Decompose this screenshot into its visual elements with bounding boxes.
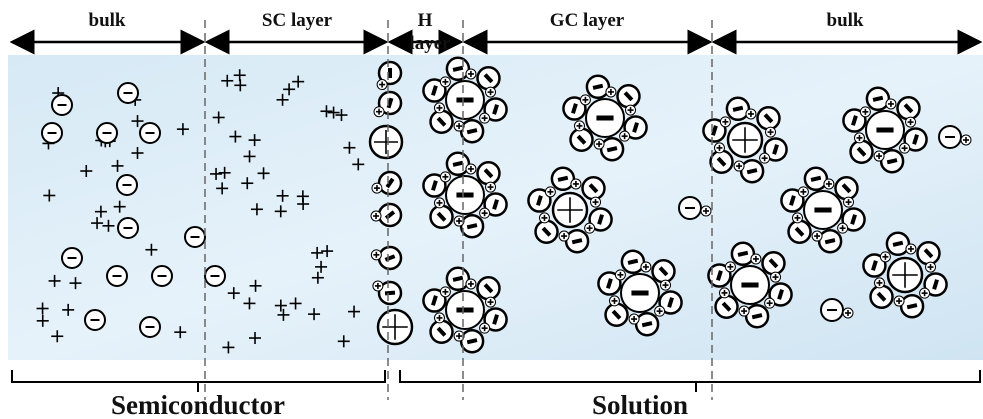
dipole <box>608 279 611 289</box>
phase-label: Semiconductor <box>111 390 285 419</box>
region-label: layer <box>409 33 451 54</box>
dipole <box>669 298 672 308</box>
dipole <box>385 293 395 294</box>
dipole <box>453 278 463 280</box>
dipole <box>852 215 855 225</box>
region-label: SC layer <box>262 10 333 31</box>
dipole <box>873 261 876 271</box>
dipole <box>628 261 638 263</box>
dipole <box>538 196 541 206</box>
dipole <box>599 215 602 225</box>
dipole <box>907 305 917 307</box>
dipole <box>558 178 568 180</box>
dipole <box>494 105 497 115</box>
dipole <box>718 271 721 281</box>
dipole <box>791 196 794 206</box>
dipole <box>934 280 937 290</box>
dipole <box>572 240 582 242</box>
dipole <box>389 98 392 108</box>
dipole <box>893 243 903 245</box>
dipole <box>642 323 652 325</box>
dipole <box>774 145 777 155</box>
dipole <box>433 86 436 96</box>
dipole <box>779 290 782 300</box>
dipole <box>752 315 762 317</box>
dipole <box>494 200 497 210</box>
region-label: bulk <box>89 10 126 31</box>
dipole <box>713 126 716 136</box>
dipole <box>873 98 883 100</box>
braces <box>12 370 980 392</box>
dipole <box>453 68 463 70</box>
dipole <box>467 130 477 132</box>
phase-label: Solution <box>592 390 688 419</box>
dipole <box>811 178 821 180</box>
dipole <box>494 315 497 325</box>
dipole <box>738 253 748 255</box>
dipole <box>914 135 917 145</box>
dipole <box>825 240 835 242</box>
dipole <box>433 296 436 306</box>
region-label: H <box>418 10 433 31</box>
dipole <box>593 86 603 88</box>
dipole <box>453 163 463 165</box>
dipole <box>634 123 637 133</box>
dipole <box>607 148 617 150</box>
dipole <box>573 104 576 114</box>
region-label: bulk <box>827 10 864 31</box>
dipole <box>467 225 477 227</box>
dipole <box>467 340 477 342</box>
region-label: GC layer <box>550 10 625 31</box>
dipole <box>747 170 757 172</box>
dipole <box>853 116 856 126</box>
diagram: bulk SC layer H layer GC layer bulk Semi… <box>0 0 983 419</box>
dipole <box>733 108 743 110</box>
dipole <box>887 160 897 162</box>
dipole <box>433 181 436 191</box>
